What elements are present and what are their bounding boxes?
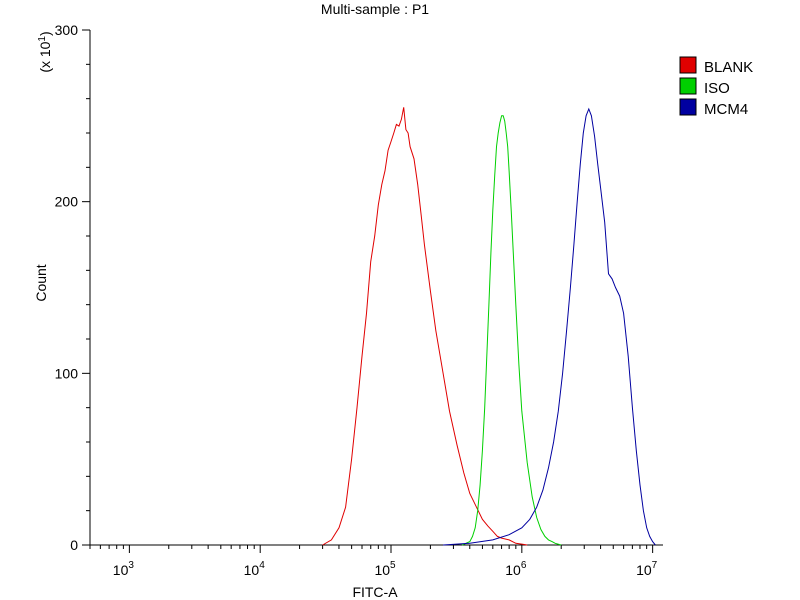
legend-label-iso: ISO xyxy=(704,80,730,97)
legend-swatch-mcm4 xyxy=(679,98,697,116)
x-tick-label: 107 xyxy=(636,560,658,578)
y-multiplier-label: (x 101) xyxy=(37,31,53,72)
legend-label-mcm4: MCM4 xyxy=(704,101,748,118)
series-blank-line xyxy=(322,107,528,546)
series-mcm4-line xyxy=(443,107,656,546)
y-tick-label: 100 xyxy=(55,365,79,381)
x-tick-label: 103 xyxy=(113,560,135,578)
legend-swatch-iso xyxy=(679,77,697,95)
legend-swatch-blank xyxy=(679,56,697,74)
x-axis: 103 104 105 106 107 xyxy=(89,545,658,578)
y-axis-title: Count xyxy=(33,264,49,301)
x-axis-title: FITC-A xyxy=(352,584,398,600)
y-tick-label: 0 xyxy=(70,537,78,553)
x-tick-label: 104 xyxy=(244,560,266,578)
series-layer xyxy=(322,107,656,546)
chart-title: Multi-sample : P1 xyxy=(321,1,429,17)
x-tick-label: 106 xyxy=(505,560,527,578)
y-axis: 0 100 200 300 xyxy=(55,22,90,553)
legend-label-blank: BLANK xyxy=(704,59,753,76)
legend: BLANK ISO MCM4 xyxy=(679,56,753,118)
series-iso-line xyxy=(461,115,562,546)
y-tick-label: 300 xyxy=(55,22,79,38)
plot-frame xyxy=(89,30,663,546)
y-tick-label: 200 xyxy=(55,194,79,210)
x-tick-label: 105 xyxy=(374,560,396,578)
